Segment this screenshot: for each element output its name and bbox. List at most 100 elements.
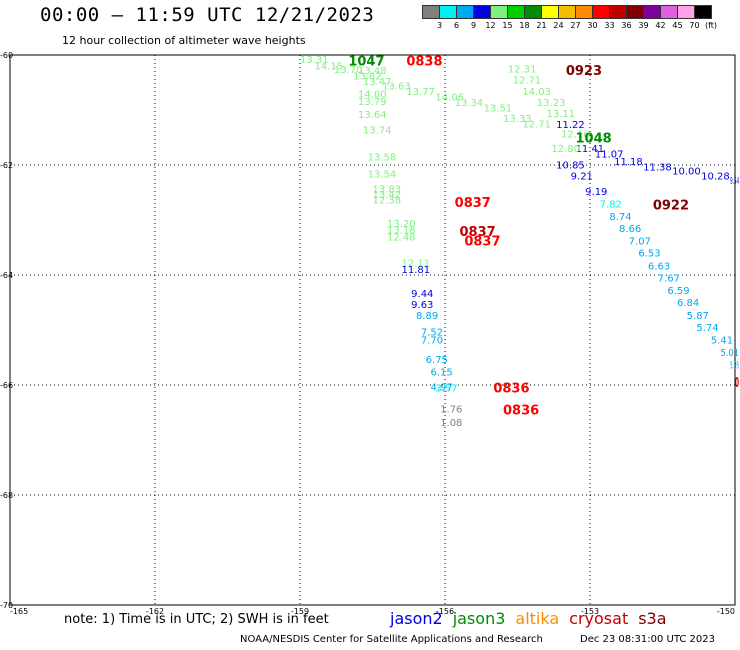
- wave-height-label: 12.31: [508, 64, 537, 75]
- wave-height-label: 13.64: [358, 110, 387, 121]
- longitude-tick-label: -162: [146, 607, 164, 616]
- wave-height-label: 10.28: [701, 172, 730, 183]
- wave-height-label: 9.54: [730, 176, 739, 187]
- wave-height-label: 6.63: [648, 261, 670, 272]
- legend-label: 45: [672, 21, 683, 30]
- wave-height-label: 13.83: [373, 184, 402, 195]
- wave-height-label: 12.16: [561, 129, 590, 140]
- legend-labels: 3 6 9 12 15 18 21 24 27 30 33 36 39 42 45 70 (ft): [422, 21, 717, 30]
- wave-height-label: 8.89: [416, 311, 438, 322]
- wave-height-label: 6.53: [638, 249, 660, 260]
- wave-height-label: 1.08: [440, 418, 462, 429]
- map-frame: [9, 54, 736, 606]
- latitude-tick-label: -62: [0, 161, 13, 170]
- wave-height-label: 13.42: [373, 190, 402, 201]
- pass-time-label: 0: [735, 376, 739, 391]
- wave-height-label: 13.54: [368, 169, 397, 180]
- wave-height-label: 13.11: [547, 109, 576, 120]
- wave-height-label: 13.74: [363, 125, 392, 136]
- wave-height-label: 13.33: [503, 114, 532, 125]
- legend-label: 30: [587, 21, 598, 30]
- longitude-tick-label: -150: [717, 607, 735, 616]
- pass-time-label: 0837: [460, 225, 496, 240]
- wave-height-label: 13.77: [406, 87, 435, 98]
- legend-label: 39: [638, 21, 649, 30]
- longitude-tick-label: -165: [10, 607, 28, 616]
- wave-height-label: 6.15: [431, 367, 453, 378]
- wave-height-label: 5.95: [730, 360, 739, 371]
- wave-height-label: 5.01: [721, 348, 740, 359]
- pass-time-label: 0838: [406, 54, 442, 69]
- legend-label: 27: [570, 21, 581, 30]
- wave-height-label: 5.41: [711, 336, 733, 347]
- wave-height-label: 12.38: [373, 195, 402, 206]
- satellite-name: cryosat: [569, 609, 629, 628]
- legend-label: 21: [536, 21, 547, 30]
- wave-height-label: 7.52: [421, 327, 443, 338]
- latitude-labels: -60 -62 -64 -66 -68 -70: [0, 51, 13, 610]
- longitude-tick-label: -156: [436, 607, 454, 616]
- wave-height-label: 3.57: [435, 383, 457, 394]
- wave-height-label: 13.48: [358, 66, 387, 77]
- wave-height-label: 13.70: [334, 65, 363, 76]
- pass-time-label: 1048: [576, 131, 612, 146]
- wave-height-label: 9.21: [571, 172, 593, 183]
- wave-height-label: 9.19: [585, 187, 607, 198]
- wave-height-label: 12.11: [402, 259, 431, 270]
- legend-label: 15: [502, 21, 513, 30]
- longitude-labels: -165 -162 -159 -156 -153 -150: [10, 607, 735, 616]
- wave-height-label: 13.31: [300, 55, 329, 66]
- longitude-tick-label: -153: [581, 607, 599, 616]
- satellite-name: s3a: [638, 609, 667, 628]
- wave-height-label: 7.82: [600, 200, 622, 211]
- wave-height-label: 12.80: [551, 144, 580, 155]
- wave-height-label: 12.71: [522, 119, 551, 130]
- wave-height-label: 11.81: [402, 265, 431, 276]
- credit-line: NOAA/NESDIS Center for Satellite Applica…: [240, 634, 543, 645]
- wave-height-labels: 13.3114.1513.7013.4813.8213.4713.6313.77…: [300, 55, 740, 429]
- legend-label: 18: [519, 21, 530, 30]
- color-legend: 3 6 9 12 15 18 21 24 27 30 33 36 39 42 45 70 (ft): [422, 5, 717, 30]
- legend-label: 33: [604, 21, 615, 30]
- wave-height-label: 13.51: [484, 103, 513, 114]
- graticule: [10, 55, 735, 605]
- pass-time-label: 0922: [653, 199, 689, 214]
- wave-height-label: 13.34: [455, 98, 484, 109]
- wave-height-label: 5.87: [687, 311, 709, 322]
- latitude-tick-label: -70: [0, 601, 13, 610]
- wave-height-label: 10.00: [672, 167, 701, 178]
- wave-height-label: 11.38: [643, 162, 672, 173]
- legend-label: 42: [655, 21, 666, 30]
- wave-height-label: 14.00: [358, 90, 387, 101]
- satellite-legend: jason2 jason3 altika cryosat s3a: [390, 609, 677, 628]
- wave-height-label: 13.23: [537, 98, 566, 109]
- wave-height-label: 13.63: [382, 81, 411, 92]
- wave-height-label: 11.22: [556, 120, 585, 131]
- wave-height-label: 13.82: [353, 72, 382, 83]
- latitude-tick-label: -64: [0, 271, 13, 280]
- wave-height-label: 8.66: [619, 224, 641, 235]
- legend-swatch: [694, 5, 712, 19]
- legend-label: 36: [621, 21, 632, 30]
- legend-label: 24: [553, 21, 564, 30]
- legend-label: 3: [436, 21, 443, 30]
- latitude-tick-label: -60: [0, 51, 13, 60]
- page-subtitle: 12 hour collection of altimeter wave hei…: [62, 34, 306, 47]
- legend-swatches: [422, 5, 717, 19]
- wave-height-label: 13.18: [387, 226, 416, 237]
- latitude-tick-label: -66: [0, 381, 13, 390]
- legend-label: 70: [689, 21, 700, 30]
- page-title: 00:00 – 11:59 UTC 12/21/2023: [40, 4, 375, 26]
- wave-height-label: 13.20: [387, 219, 416, 230]
- wave-height-label: 11.07: [595, 150, 624, 161]
- wave-height-label: 7.07: [629, 237, 651, 248]
- wave-height-label: 7.70: [421, 336, 443, 347]
- footnote: note: 1) Time is in UTC; 2) SWH is in fe…: [64, 612, 329, 627]
- generated-timestamp: Dec 23 08:31:00 UTC 2023: [580, 634, 715, 645]
- satellite-name: jason3: [452, 609, 506, 628]
- pass-time-label: 0837: [455, 196, 491, 211]
- latitude-tick-label: -68: [0, 491, 13, 500]
- pass-time-label: 0836: [503, 404, 539, 419]
- wave-height-label: 6.84: [677, 298, 699, 309]
